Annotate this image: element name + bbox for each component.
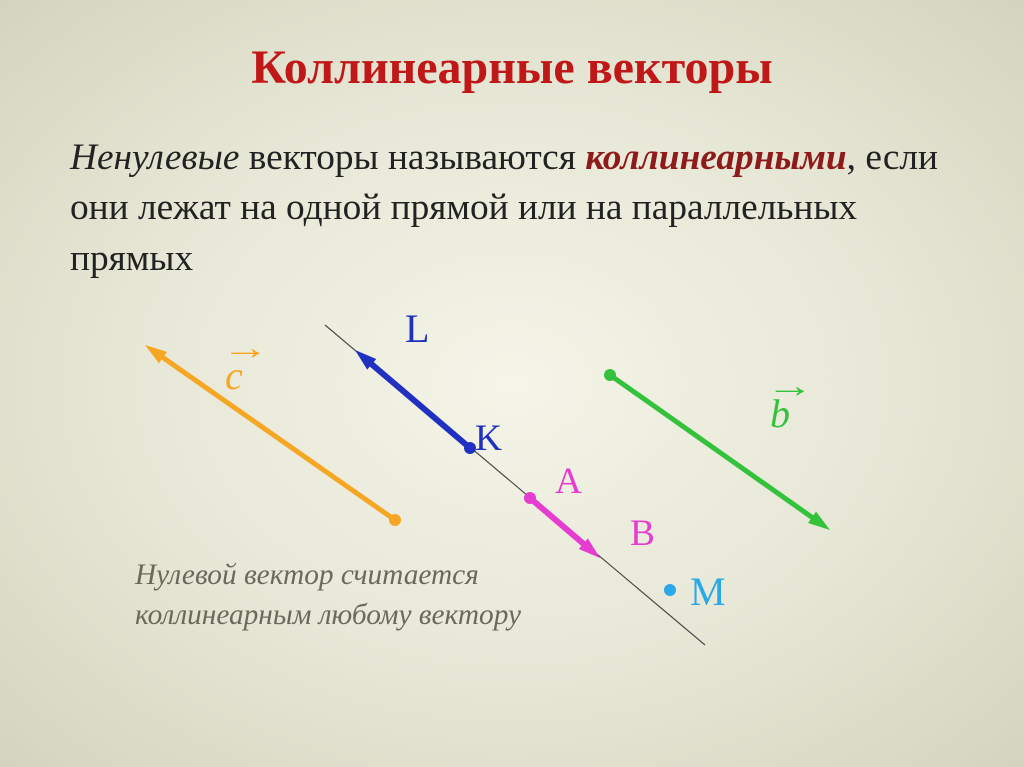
def-emph-kollinear: коллинеарными [585, 137, 846, 178]
label-B: B [630, 512, 655, 555]
label-b: b [770, 390, 790, 437]
slide-title: Коллинеарные векторы [70, 40, 954, 95]
label-M: M [690, 568, 726, 615]
label-K: K [475, 417, 502, 460]
label-L: L [405, 305, 429, 352]
label-c: c [225, 352, 243, 399]
def-text-2: векторы называются [239, 137, 585, 178]
vectors-diagram [0, 0, 1024, 767]
label-A: A [555, 460, 582, 503]
note-line: Нулевой вектор считается коллинеарным лю… [135, 559, 521, 631]
definition-paragraph: Ненулевые векторы называются коллинеарны… [70, 133, 954, 284]
def-emph-nenulevye: Ненулевые [70, 137, 239, 178]
zero-vector-note: Нулевой вектор считается коллинеарным лю… [135, 556, 595, 635]
